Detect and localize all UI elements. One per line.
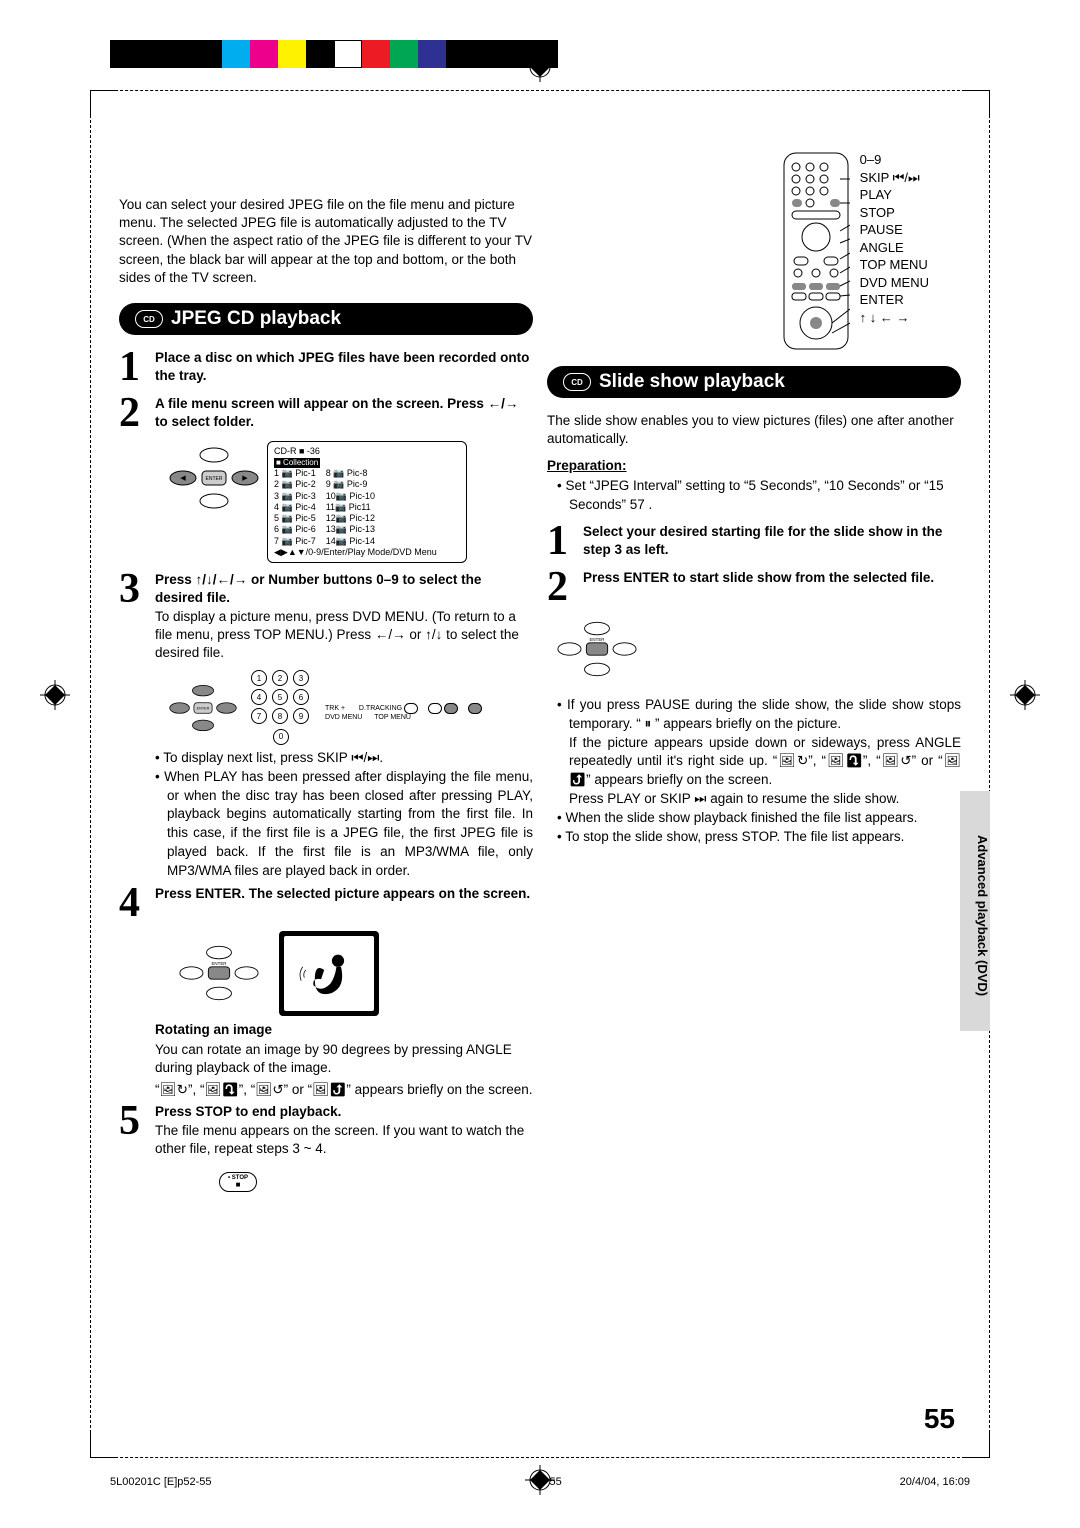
step3-bullet-2: When PLAY has been pressed after display… (155, 768, 533, 881)
slideshow-intro: The slide show enables you to view pictu… (547, 412, 961, 448)
left-column: You can select your desired JPEG file on… (119, 196, 533, 1397)
slideshow-header: CD Slide show playback (547, 366, 961, 398)
step-4-num: 4 (119, 885, 149, 923)
svg-text:ENTER: ENTER (197, 706, 210, 710)
dtrack-label: D.TRACKING (359, 705, 402, 712)
step-4-text: Press ENTER. The selected picture appear… (155, 886, 530, 901)
jpeg-cd-header: CD JPEG CD playback (119, 303, 533, 335)
cd-icon: CD (135, 310, 163, 328)
step-2-num: 2 (119, 395, 149, 433)
footer-center: 55 (549, 1476, 561, 1488)
svg-text:ENTER: ENTER (206, 476, 223, 482)
step-2-text: A file menu screen will appear on the sc… (155, 396, 518, 429)
reg-mark-top (525, 52, 555, 85)
r-step-1-text: Select your desired starting file for th… (583, 524, 942, 557)
enter-pad-icon-2: ENTER (557, 617, 637, 681)
footer-left: 5L00201C [E]p52-55 (110, 1476, 212, 1488)
footer: 5L00201C [E]p52-55 55 20/4/04, 16:09 (110, 1476, 970, 1488)
keypad-diagram: ENTER 123 456 789 0 TRK + D.TRACKING DVD… (139, 670, 533, 745)
r-step-2-text: Press ENTER to start slide show from the… (583, 570, 934, 585)
color-registration-bar (110, 40, 558, 68)
step-1-text: Place a disc on which JPEG files have be… (155, 350, 529, 383)
dpad-icon: ENTER ◀ ▶ (169, 443, 259, 513)
reg-mark-left (40, 680, 70, 713)
preparation-body: Set “JPEG Interval” setting to “5 Second… (557, 477, 961, 515)
jpeg-cd-title: JPEG CD playback (171, 308, 341, 330)
page-frame: 0–9SKIP ⏮/⏭PLAYSTOPPAUSEANGLETOP MENUDVD… (90, 90, 990, 1458)
r-bullet-2: When the slide show playback finished th… (557, 809, 961, 828)
step3-bullet-1: To display next list, press SKIP ⏮/⏭. (155, 749, 533, 768)
step-3-body: To display a picture menu, press DVD MEN… (155, 609, 519, 660)
stop-button-icon: • STOP■ (219, 1172, 257, 1192)
step-5-bold: Press STOP to end playback. (155, 1104, 341, 1119)
step-3-bold: Press ↑/↓/←/→ or Number buttons 0–9 to s… (155, 572, 481, 605)
topmenu-label: TOP MENU (374, 714, 411, 721)
filelist-ftr: ◀▶▲▼/0-9/Enter/Play Mode/DVD Menu (274, 547, 460, 558)
trk-label: TRK + (325, 705, 345, 712)
enter-pad-icon: ENTER (179, 941, 259, 1005)
r-bullet-1: If you press PAUSE during the slide show… (557, 696, 961, 809)
step-1-num: 1 (119, 349, 149, 387)
slideshow-title: Slide show playback (599, 371, 785, 393)
file-list-box: CD-R ■ -36 ■ Collection 1 📷 Pic-12 📷 Pic… (267, 441, 467, 564)
step-3-num: 3 (119, 571, 149, 662)
intro-text: You can select your desired JPEG file on… (119, 196, 533, 287)
filelist-hdr: CD-R ■ -36 (274, 446, 460, 457)
preparation-heading: Preparation: (547, 458, 961, 473)
filelist-coll: ■ Collection (274, 458, 320, 468)
r-step-2-num: 2 (547, 569, 577, 607)
right-column: CD Slide show playback The slide show en… (547, 196, 961, 1397)
r-bullet-3: To stop the slide show, press STOP. The … (557, 828, 961, 847)
rotating-body-1: You can rotate an image by 90 degrees by… (155, 1041, 533, 1077)
section-tab: Advanced playback (DVD) (960, 791, 990, 1031)
svg-text:▶: ▶ (242, 475, 248, 482)
svg-text:ENTER: ENTER (589, 637, 604, 642)
rotating-body-2: “🖼↻”, “🖼⤵”, “🖼↺” or “🖼⤴” appears briefly… (155, 1081, 533, 1099)
rotating-heading: Rotating an image (155, 1022, 533, 1037)
svg-text:ENTER: ENTER (211, 961, 226, 966)
dvdmenu-label: DVD MENU (325, 714, 362, 721)
svg-text:◀: ◀ (180, 475, 186, 482)
remote-label: 0–9 (860, 151, 929, 169)
picture-preview (279, 931, 379, 1016)
page-number: 55 (924, 1403, 955, 1435)
r-step-1-num: 1 (547, 523, 577, 561)
step-5-text: The file menu appears on the screen. If … (155, 1123, 524, 1156)
step-5-num: 5 (119, 1103, 149, 1158)
cd-icon: CD (563, 373, 591, 391)
reg-mark-right (1010, 680, 1040, 713)
footer-right: 20/4/04, 16:09 (900, 1476, 970, 1488)
remote-label: SKIP ⏮/⏭ (860, 169, 929, 187)
